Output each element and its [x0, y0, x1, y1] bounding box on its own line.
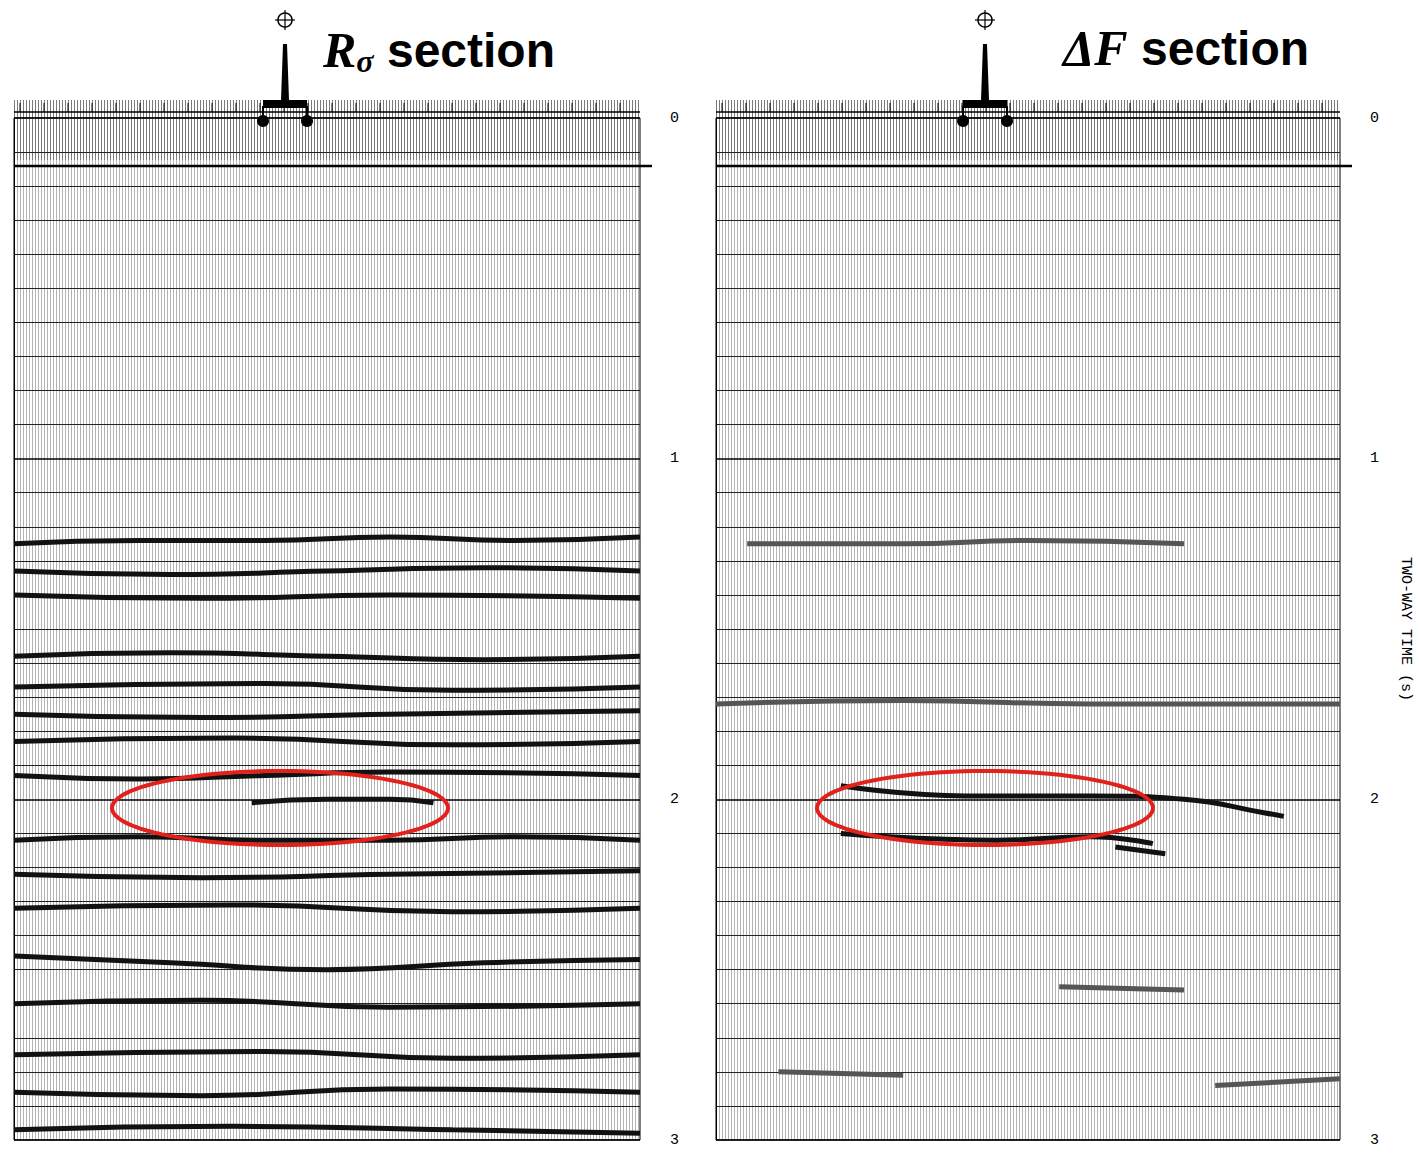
svg-text:3: 3 [670, 1132, 679, 1149]
svg-text:1: 1 [670, 450, 679, 467]
svg-text:1: 1 [1370, 450, 1379, 467]
svg-text:3: 3 [1370, 1132, 1379, 1149]
svg-text:F: F [1093, 20, 1127, 76]
svg-text:section: section [374, 24, 555, 77]
svg-text:Δ: Δ [1061, 20, 1094, 76]
svg-text:R: R [322, 22, 356, 78]
svg-text:2: 2 [1370, 791, 1379, 808]
svg-text:0: 0 [670, 110, 679, 127]
svg-text:section: section [1128, 22, 1309, 75]
svg-text:0: 0 [1370, 110, 1379, 127]
svg-text:σ: σ [356, 43, 374, 79]
svg-text:2: 2 [670, 791, 679, 808]
svg-text:TWO-WAY TIME (s): TWO-WAY TIME (s) [1397, 557, 1414, 701]
